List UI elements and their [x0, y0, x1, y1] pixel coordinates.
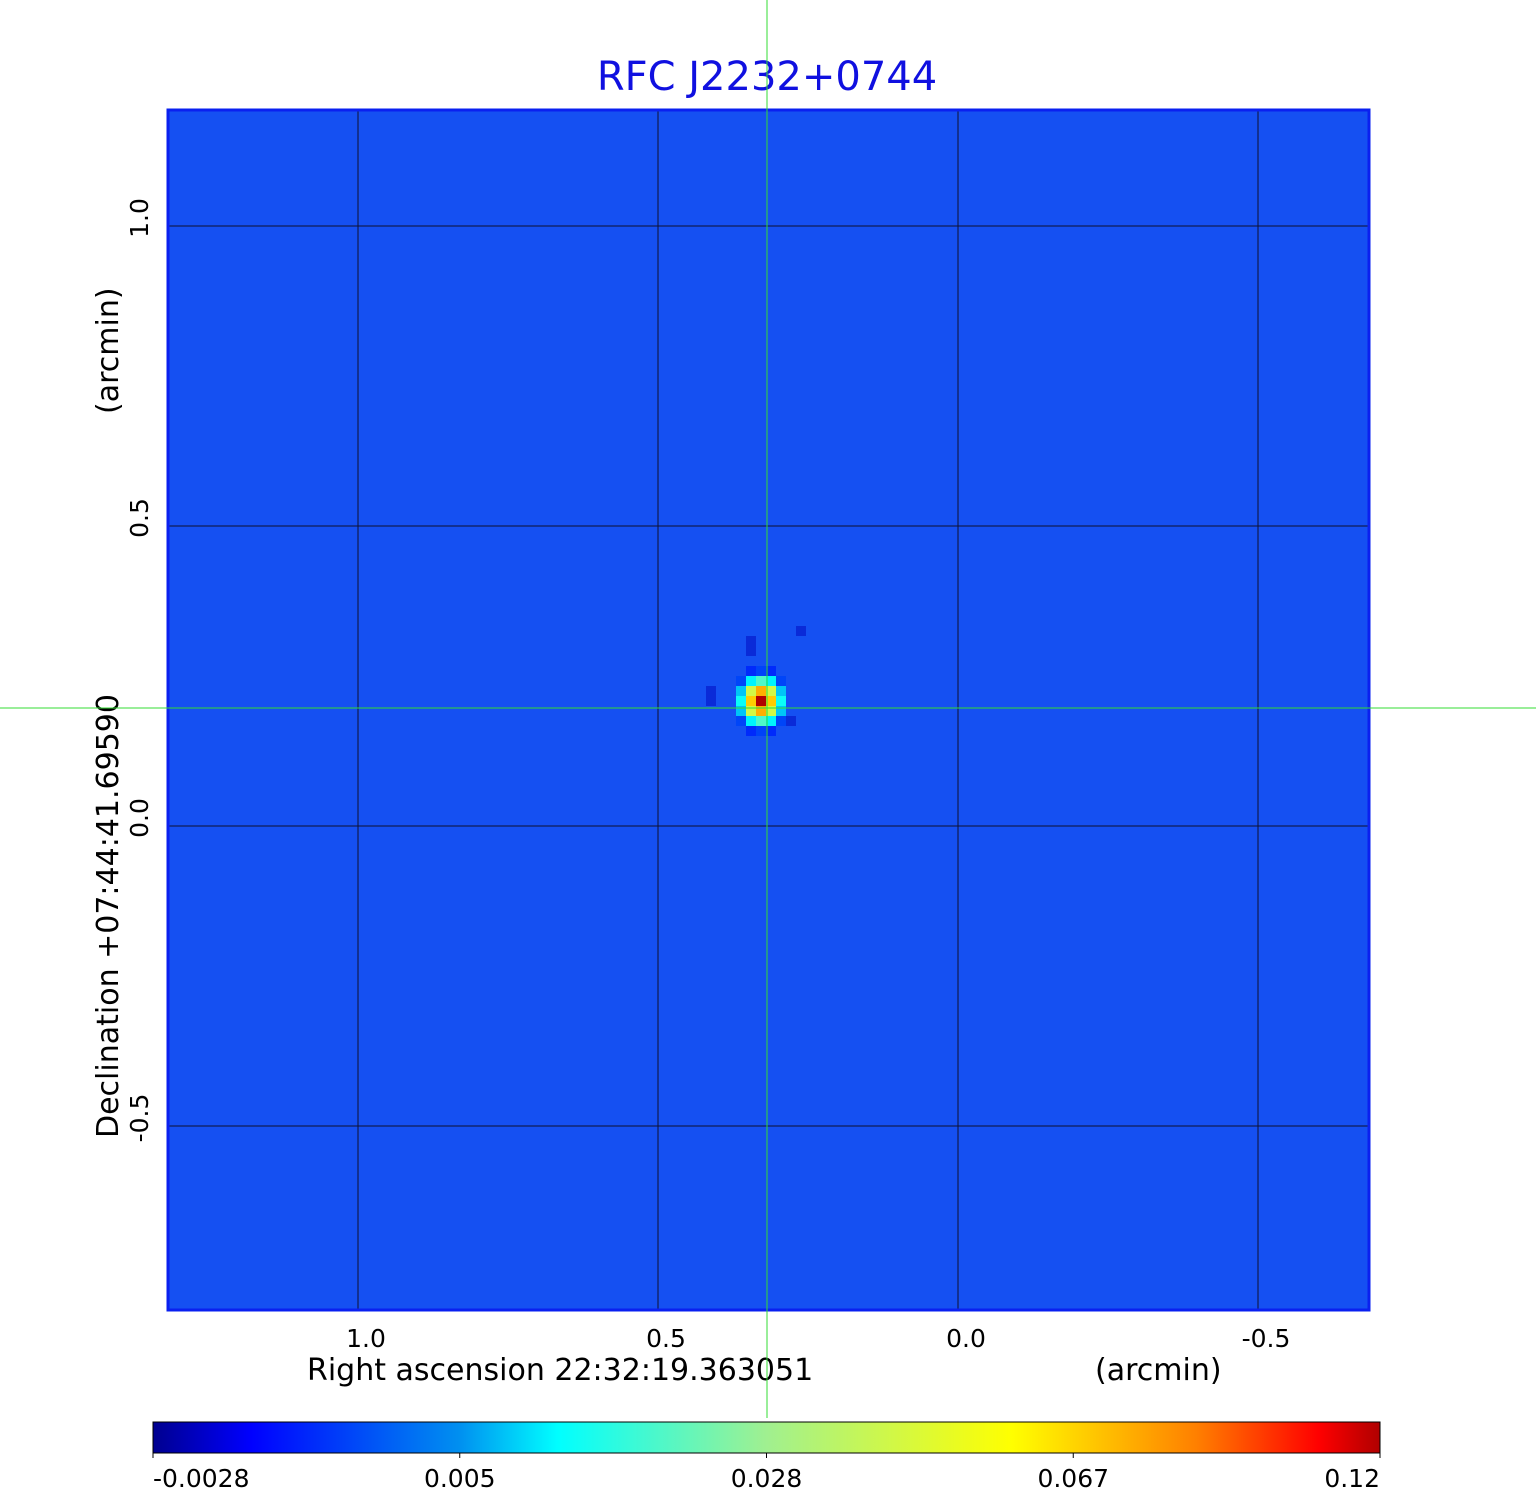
source-pixel — [736, 696, 746, 706]
x-axis-unit: (arcmin) — [1095, 1353, 1222, 1388]
source-pixel — [746, 726, 756, 736]
colorbar-tick-label: 0.028 — [731, 1464, 803, 1493]
sidelobe-pixel — [796, 626, 806, 636]
x-tick-label: 0.0 — [946, 1324, 986, 1353]
colorbar — [152, 1421, 1381, 1454]
source-pixel — [756, 726, 766, 736]
coordinate-grid — [168, 110, 1369, 1310]
y-axis-unit: (arcmin) — [91, 287, 126, 414]
y-tick-label: 1.0 — [125, 198, 154, 238]
sidelobe-pixel — [706, 686, 716, 696]
sidelobe-pixel — [706, 696, 716, 706]
colorbar-tick-label: 0.005 — [424, 1464, 496, 1493]
y-tick-label: -0.5 — [125, 1094, 154, 1143]
source-pixel — [776, 696, 786, 706]
source-pixel — [746, 716, 756, 726]
colorbar-tick-label: -0.0028 — [153, 1464, 250, 1493]
source-pixel — [756, 666, 766, 676]
source-pixel — [746, 686, 756, 696]
y-tick-label: 0.5 — [125, 498, 154, 538]
source-pixel — [736, 716, 746, 726]
y-tick-label: 0.0 — [125, 798, 154, 838]
source-pixel — [776, 686, 786, 696]
source-pixel — [766, 686, 776, 696]
source-pixel — [746, 676, 756, 686]
image-area — [168, 110, 1369, 1310]
source-pixel — [766, 716, 776, 726]
source-pixel — [746, 706, 756, 716]
source-pixel — [736, 686, 746, 696]
source-pixel — [756, 676, 766, 686]
source-pixel — [756, 716, 766, 726]
source-pixel — [756, 696, 766, 706]
source-pixel — [736, 706, 746, 716]
x-tick-label: -0.5 — [1242, 1324, 1291, 1353]
source-pixel — [766, 696, 776, 706]
source-pixel — [746, 696, 756, 706]
source-pixel — [776, 676, 786, 686]
x-axis-label: Right ascension 22:32:19.363051 — [307, 1353, 813, 1388]
sidelobe-pixel — [746, 636, 756, 646]
colorbar-tick-label: 0.12 — [1324, 1464, 1380, 1493]
source-pixel — [736, 676, 746, 686]
source-pixel — [776, 706, 786, 716]
source-pixel — [746, 666, 756, 676]
plot-frame — [166, 108, 1371, 1312]
y-axis-label: Declination +07:44:41.69590 — [91, 694, 126, 1138]
x-tick-label: 0.5 — [646, 1324, 686, 1353]
source-pixel — [766, 676, 776, 686]
sidelobe-pixel — [746, 646, 756, 656]
sidelobe-pixel — [786, 716, 796, 726]
source-pixel — [776, 716, 786, 726]
source-pixel — [756, 706, 766, 716]
source-pixel — [766, 666, 776, 676]
source-pixel — [766, 706, 776, 716]
source-pixel — [766, 726, 776, 736]
source-pixel — [756, 686, 766, 696]
colorbar-tick-label: 0.067 — [1037, 1464, 1109, 1493]
x-tick-label: 1.0 — [346, 1324, 386, 1353]
